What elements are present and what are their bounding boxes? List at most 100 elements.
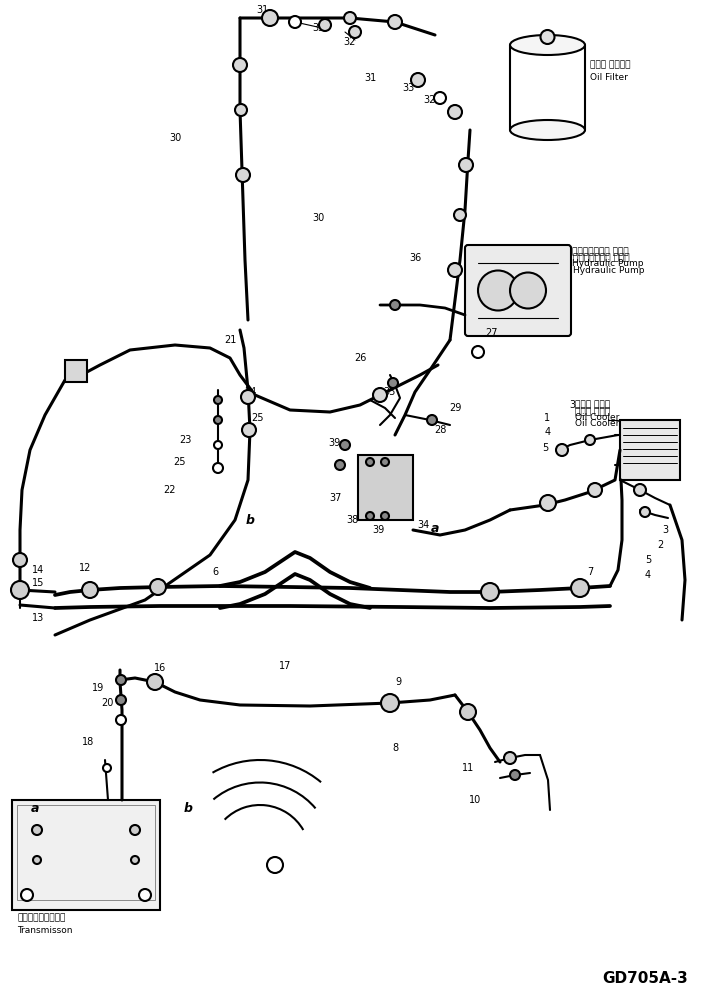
Circle shape	[233, 58, 247, 72]
Text: 16: 16	[154, 663, 166, 673]
Circle shape	[448, 263, 462, 277]
Circle shape	[150, 579, 166, 595]
Text: 23: 23	[179, 435, 191, 445]
Circle shape	[460, 704, 476, 720]
Circle shape	[510, 273, 546, 309]
Circle shape	[139, 889, 151, 901]
Circle shape	[588, 483, 602, 497]
Text: 14: 14	[32, 565, 44, 575]
Text: 38: 38	[346, 515, 358, 525]
Text: 19: 19	[92, 683, 104, 693]
Text: 35: 35	[384, 387, 396, 397]
Circle shape	[214, 441, 222, 449]
Circle shape	[344, 12, 356, 24]
Circle shape	[585, 435, 595, 445]
Text: Oil Cooler: Oil Cooler	[575, 418, 620, 427]
FancyBboxPatch shape	[465, 245, 571, 336]
Text: 27: 27	[486, 328, 498, 338]
Circle shape	[235, 104, 247, 116]
Text: 3: 3	[662, 525, 668, 535]
Circle shape	[242, 423, 256, 437]
Text: 21: 21	[223, 335, 236, 345]
Circle shape	[33, 856, 41, 864]
Circle shape	[504, 752, 516, 764]
Circle shape	[131, 856, 139, 864]
Text: 7: 7	[587, 567, 593, 577]
Text: 31: 31	[364, 73, 376, 83]
Text: b: b	[183, 802, 192, 815]
Circle shape	[454, 209, 466, 221]
Text: 39: 39	[372, 525, 384, 535]
Circle shape	[411, 73, 425, 87]
Circle shape	[510, 770, 520, 780]
Text: Transmisson: Transmisson	[17, 925, 73, 934]
Circle shape	[21, 889, 33, 901]
Circle shape	[390, 300, 400, 310]
Text: 20: 20	[101, 698, 114, 708]
Text: 1: 1	[544, 413, 550, 423]
Circle shape	[427, 415, 437, 425]
Circle shape	[481, 583, 499, 601]
Circle shape	[262, 10, 278, 26]
Text: 13: 13	[32, 613, 44, 623]
Circle shape	[366, 512, 374, 520]
Ellipse shape	[510, 120, 585, 140]
Circle shape	[116, 675, 126, 685]
Text: 18: 18	[82, 737, 94, 747]
Text: Hydraulic Pump: Hydraulic Pump	[573, 266, 644, 275]
Text: 25: 25	[252, 413, 264, 423]
Bar	[358, 455, 413, 520]
Circle shape	[640, 507, 650, 517]
Circle shape	[319, 19, 331, 31]
Text: 36: 36	[409, 253, 421, 263]
Circle shape	[366, 458, 374, 466]
Circle shape	[116, 715, 126, 725]
Text: 4: 4	[645, 570, 651, 580]
Text: 2: 2	[657, 540, 663, 550]
Circle shape	[381, 512, 389, 520]
Text: 39: 39	[328, 438, 340, 448]
Text: a: a	[431, 522, 439, 535]
Text: 17: 17	[278, 661, 291, 671]
Circle shape	[213, 463, 223, 473]
Text: 5: 5	[645, 555, 651, 565]
Text: 32: 32	[344, 37, 356, 47]
Circle shape	[340, 440, 350, 450]
Text: オイル フィルタ: オイル フィルタ	[590, 61, 630, 70]
Text: GD705A-3: GD705A-3	[602, 970, 688, 985]
Circle shape	[373, 388, 387, 402]
Circle shape	[214, 416, 222, 424]
Circle shape	[103, 764, 111, 772]
Circle shape	[381, 458, 389, 466]
Text: 12: 12	[79, 563, 91, 573]
Text: オイル クーラ: オイル クーラ	[575, 407, 610, 416]
Circle shape	[116, 695, 126, 705]
Text: 31: 31	[256, 5, 268, 15]
Text: ハイドロリック ポンプ: ハイドロリック ポンプ	[573, 254, 630, 263]
Text: 22: 22	[164, 485, 176, 495]
Text: Oil Cooler: Oil Cooler	[575, 412, 620, 421]
Text: オイル クーラ: オイル クーラ	[575, 400, 610, 409]
Text: 4: 4	[545, 427, 551, 437]
Circle shape	[556, 444, 568, 456]
Text: 8: 8	[392, 743, 398, 753]
Text: 11: 11	[462, 763, 474, 773]
Text: 32: 32	[424, 95, 436, 105]
Text: Hydraulic Pump: Hydraulic Pump	[572, 259, 644, 268]
Circle shape	[448, 105, 462, 119]
Circle shape	[434, 92, 446, 104]
Text: 15: 15	[32, 578, 44, 588]
Circle shape	[32, 825, 42, 835]
Text: 6: 6	[212, 567, 218, 577]
Circle shape	[13, 553, 27, 567]
Circle shape	[634, 484, 646, 496]
Circle shape	[236, 168, 250, 182]
Text: Oil Filter: Oil Filter	[590, 73, 628, 82]
Bar	[12, 800, 160, 910]
Text: 30: 30	[169, 133, 181, 143]
Text: 33: 33	[312, 23, 324, 33]
Text: トランスミッション: トランスミッション	[17, 913, 66, 922]
Circle shape	[540, 495, 556, 511]
Circle shape	[472, 346, 484, 358]
Circle shape	[335, 460, 345, 470]
